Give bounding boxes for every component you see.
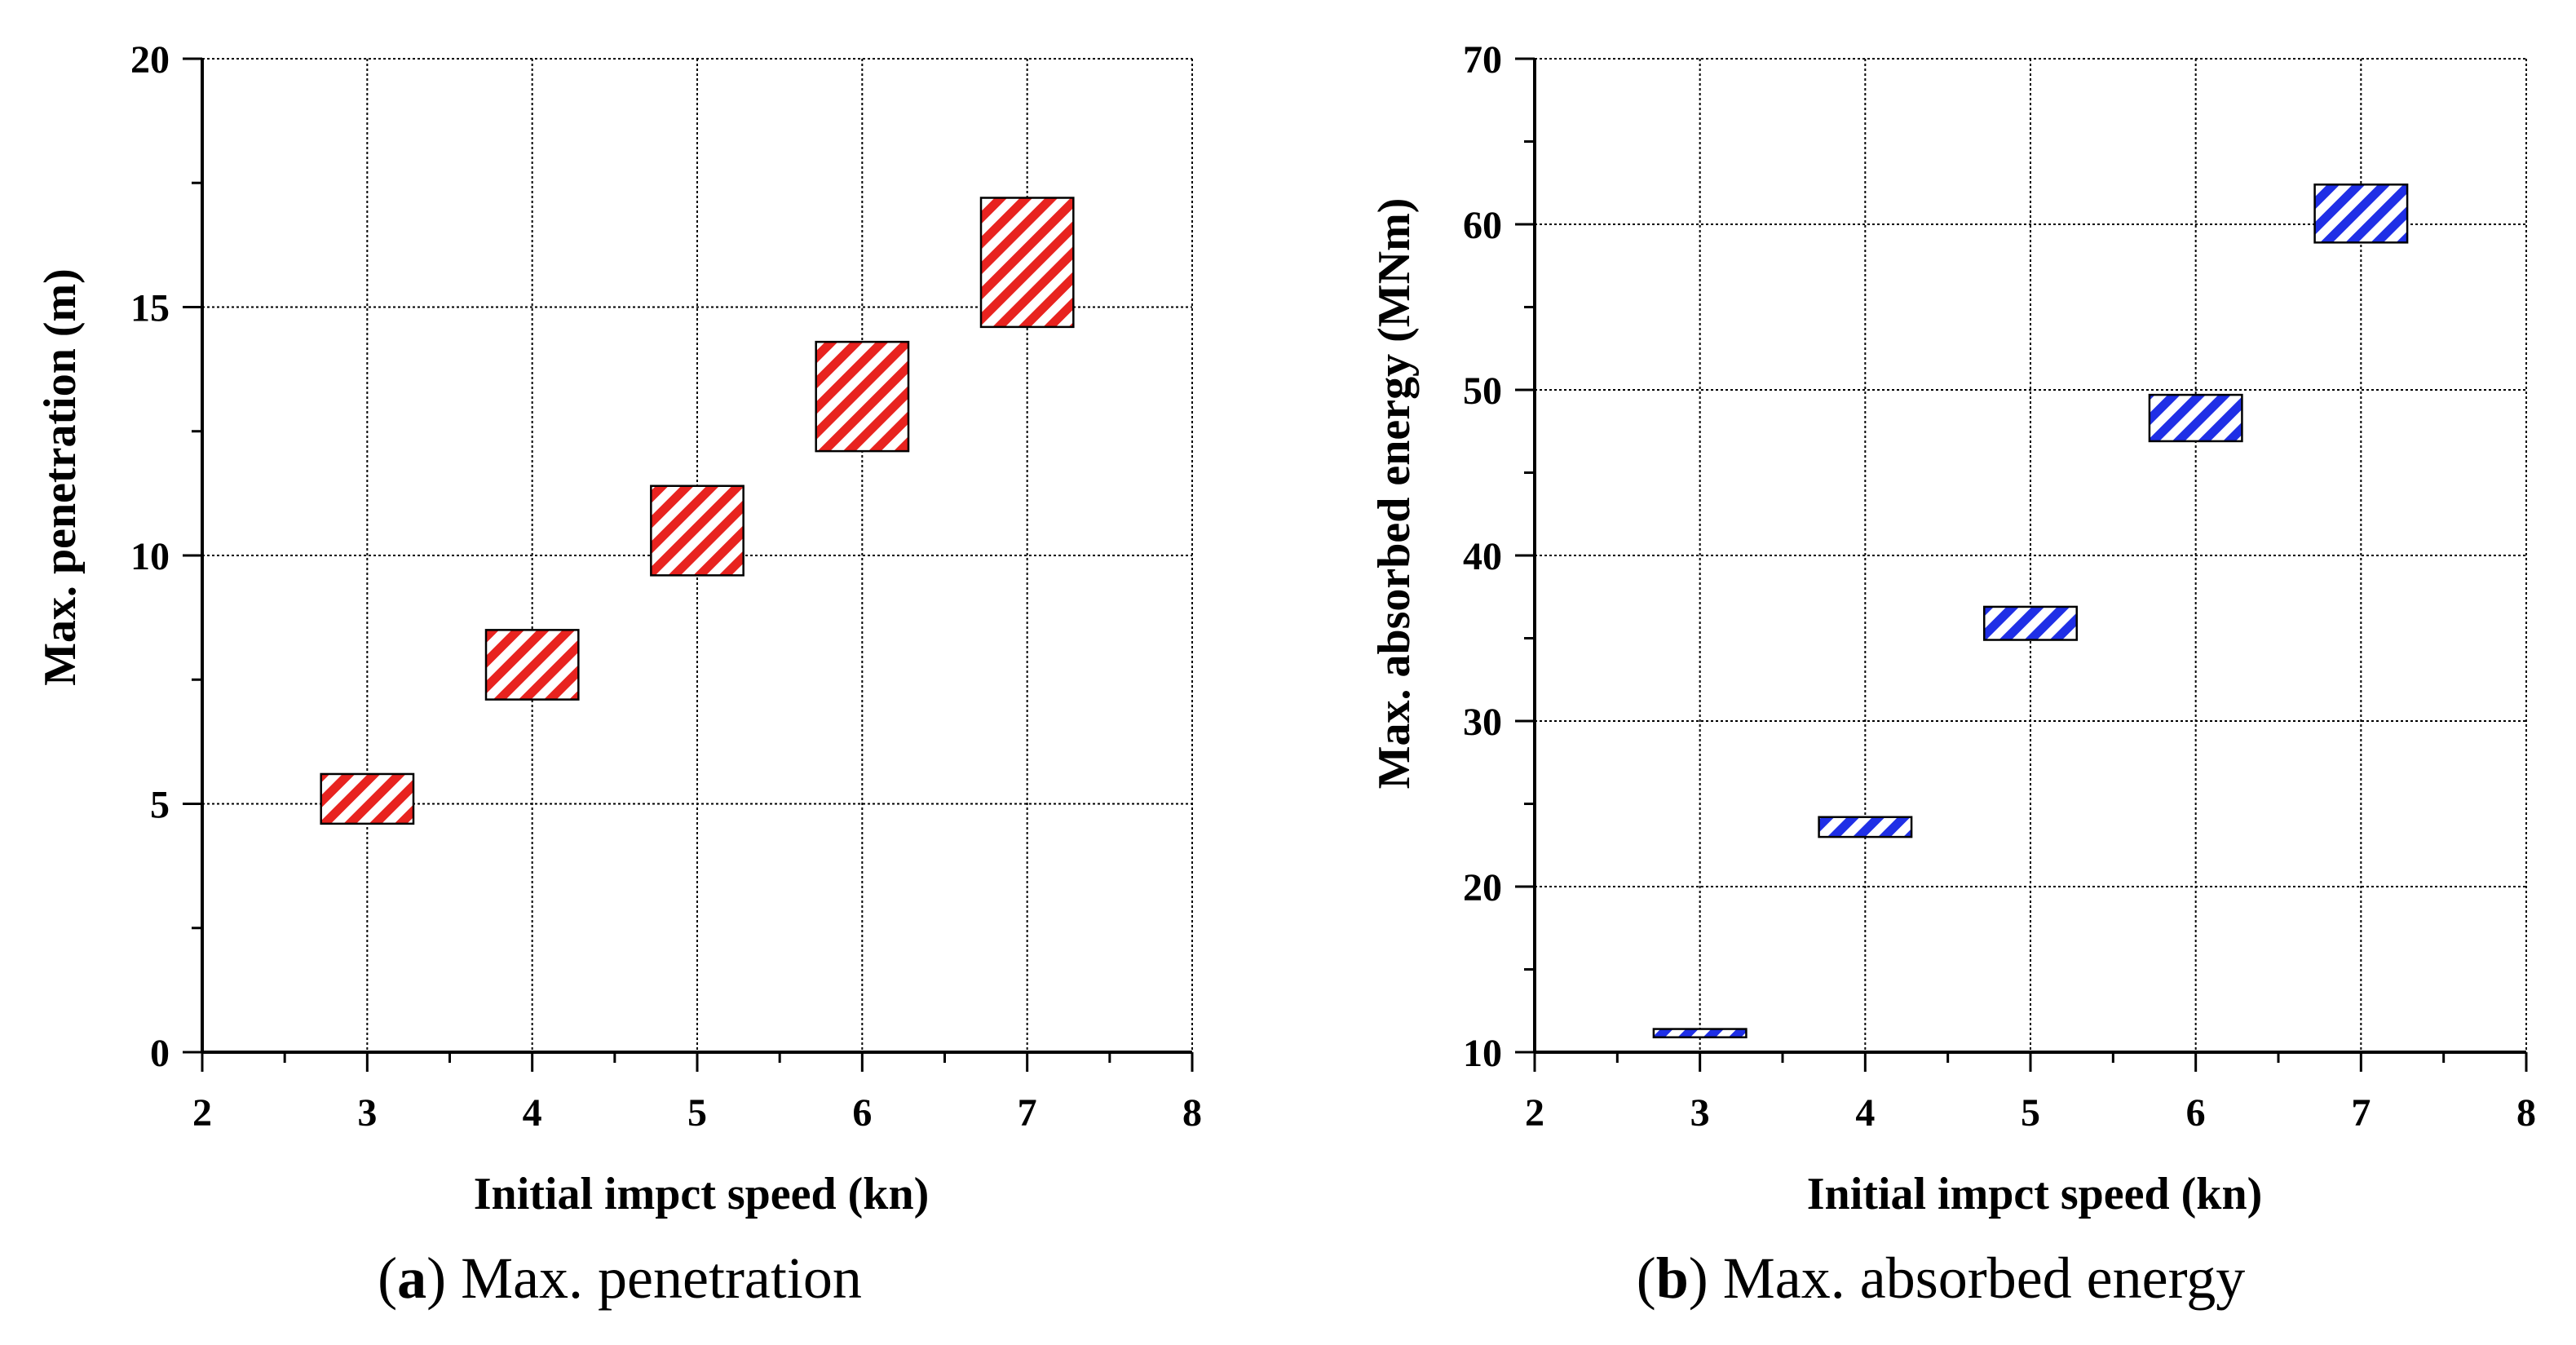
y-tick-label: 0 xyxy=(150,1032,170,1075)
axes-a xyxy=(183,57,1194,1072)
x-tick-label: 7 xyxy=(1018,1091,1037,1135)
axes-b xyxy=(1515,57,2528,1072)
y-tick-label: 50 xyxy=(1463,369,1502,413)
caption-b-text: Max. absorbed energy xyxy=(1708,1245,2245,1311)
x-tick-label: 6 xyxy=(2186,1091,2206,1135)
x-tick-label: 5 xyxy=(2021,1091,2040,1135)
tick-labels-b: 2 3 4 5 6 7 8 10 20 30 40 50 60 70 xyxy=(1463,38,2536,1135)
x-tick-label: 4 xyxy=(1855,1091,1875,1135)
range-bar xyxy=(320,772,415,825)
x-tick-label: 7 xyxy=(2351,1091,2371,1135)
range-bar xyxy=(1983,605,2078,641)
y-tick-label: 15 xyxy=(130,287,170,330)
bars-a xyxy=(320,197,1075,825)
y-axis-title-b: Max. absorbed energy (MNm) xyxy=(1369,198,1420,790)
caption-a: (a) Max. penetration xyxy=(378,1245,862,1311)
y-tick-label: 60 xyxy=(1463,204,1502,247)
x-tick-label: 3 xyxy=(1690,1091,1710,1135)
range-bar xyxy=(484,629,580,701)
x-tick-label: 8 xyxy=(1182,1091,1202,1135)
y-tick-label: 30 xyxy=(1463,701,1502,744)
x-tick-label: 8 xyxy=(2516,1091,2536,1135)
x-axis-title-a: Initial impct speed (kn) xyxy=(474,1169,930,1219)
y-tick-label: 10 xyxy=(1463,1032,1502,1075)
bars-b xyxy=(1652,184,2409,1038)
range-bar xyxy=(815,340,910,453)
y-tick-label: 5 xyxy=(150,784,170,827)
x-tick-label: 4 xyxy=(523,1091,542,1135)
y-tick-label: 10 xyxy=(130,535,170,578)
range-bar xyxy=(2148,393,2243,443)
x-tick-label: 3 xyxy=(357,1091,377,1135)
range-bar xyxy=(650,484,745,577)
x-tick-label: 2 xyxy=(192,1091,212,1135)
y-tick-label: 70 xyxy=(1463,38,1502,82)
gridlines-b xyxy=(1535,59,2526,1052)
x-axis-title-b: Initial impct speed (kn) xyxy=(1807,1169,2263,1219)
y-tick-label: 40 xyxy=(1463,535,1502,578)
tick-labels-a: 2 3 4 5 6 7 8 0 5 10 15 20 xyxy=(130,38,1202,1135)
caption-b-letter: b xyxy=(1656,1245,1689,1311)
caption-a-text: Max. penetration xyxy=(446,1245,862,1311)
range-bar xyxy=(979,197,1075,329)
range-bar xyxy=(1652,1028,1748,1038)
caption-a-letter: a xyxy=(397,1245,426,1311)
range-bar xyxy=(2313,184,2409,244)
chart-panel-b: 2 3 4 5 6 7 8 10 20 30 40 50 60 70 Initial impct spee… xyxy=(1369,38,2536,1311)
y-tick-label: 20 xyxy=(1463,866,1502,909)
caption-b: (b) Max. absorbed energy xyxy=(1637,1245,2246,1311)
y-tick-label: 20 xyxy=(130,38,170,82)
x-tick-label: 6 xyxy=(852,1091,872,1135)
x-tick-label: 2 xyxy=(1525,1091,1544,1135)
range-bar xyxy=(1818,816,1913,838)
x-tick-label: 5 xyxy=(687,1091,707,1135)
chart-panel-a: 2 3 4 5 6 7 8 0 5 10 15 20 Initial impct speed (kn)… xyxy=(35,38,1202,1311)
y-axis-title-a: Max. penetration (m) xyxy=(35,268,86,686)
